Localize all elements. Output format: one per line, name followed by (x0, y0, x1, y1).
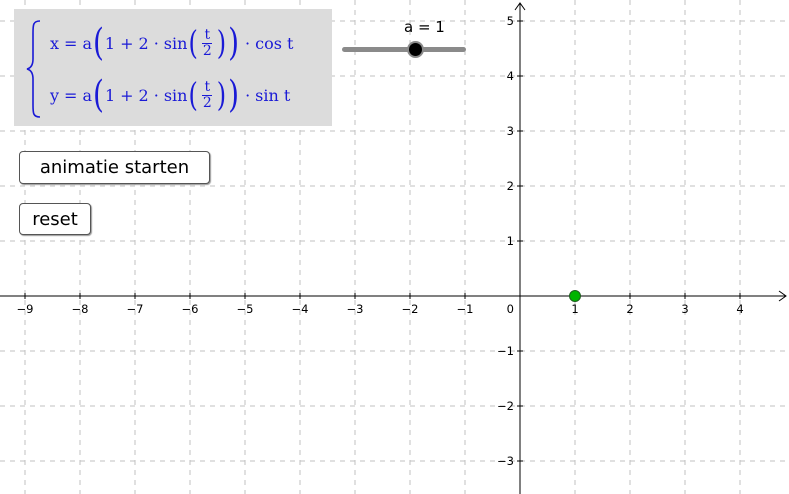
x-tick-label: −2 (402, 302, 419, 316)
y-variable: y (50, 85, 60, 105)
x-tick-label: 2 (626, 302, 633, 316)
y-tick-label: −1 (497, 344, 514, 358)
dot-operator: · (153, 85, 159, 105)
x-tick-label: −9 (17, 302, 34, 316)
reset-button[interactable]: reset (19, 203, 91, 235)
plus-sign: + (120, 85, 134, 105)
x-tick-label: −8 (72, 302, 89, 316)
plus-sign: + (120, 33, 134, 53)
points (569, 290, 581, 302)
left-brace-icon (26, 20, 41, 118)
coefficient-a: a (82, 85, 92, 105)
y-axis-arrow-icon (514, 2, 526, 11)
x-trig-term: cos t (255, 33, 294, 53)
x-tick-label: −1 (457, 302, 474, 316)
equals-sign: = (64, 33, 78, 53)
x-tick-label: −7 (127, 302, 144, 316)
y-tick-label: −3 (497, 454, 514, 468)
slider-a-label: a = 1 (404, 18, 445, 36)
x-tick-label: 4 (736, 302, 743, 316)
fraction-denominator: 2 (202, 42, 212, 59)
fraction-numerator: t (202, 78, 213, 96)
constant-one: 1 (104, 85, 116, 105)
fraction-t-over-2: t 2 (201, 28, 214, 58)
y-tick-label: −2 (497, 399, 514, 413)
x-variable: x (50, 33, 60, 53)
x-tick-label: 1 (571, 302, 578, 316)
origin-label: 0 (507, 302, 514, 316)
dot-operator: · (153, 33, 159, 53)
equals-sign: = (64, 85, 78, 105)
y-tick-label: 1 (507, 234, 514, 248)
start-animation-button[interactable]: animatie starten (19, 151, 210, 184)
left-paren: ( (188, 24, 198, 62)
right-paren: ) (216, 76, 227, 114)
left-paren: ( (188, 76, 198, 114)
sin-function: sin (163, 85, 188, 105)
tick-labels: −9 −8 −7 −6 −5 −4 −3 −2 −1 1 2 3 4 5 4 3 2 1 −1 −2 −3 0 (17, 14, 744, 468)
y-tick-label: 3 (507, 124, 514, 138)
slider-a-handle[interactable] (407, 41, 424, 58)
coefficient-a: a (82, 33, 92, 53)
x-tick-label: −3 (347, 302, 364, 316)
right-paren: ) (216, 24, 227, 62)
fraction-numerator: t (202, 26, 213, 44)
y-tick-label: 2 (507, 179, 514, 193)
fraction-t-over-2: t 2 (201, 80, 214, 110)
y-tick-label: 4 (507, 69, 514, 83)
x-tick-label: −5 (237, 302, 254, 316)
constant-one: 1 (104, 33, 116, 53)
dot-operator: · (245, 33, 251, 53)
fraction-denominator: 2 (202, 94, 212, 111)
constant-two: 2 (138, 85, 149, 105)
x-equation: x = a ( 1 + 2 · sin ( t 2 ) ) · cos t (50, 19, 293, 67)
dot-operator: · (245, 85, 251, 105)
sin-function: sin (163, 33, 188, 53)
x-tick-label: 3 (681, 302, 688, 316)
right-paren: ) (228, 72, 240, 117)
slider-a-track[interactable] (342, 47, 466, 52)
y-trig-term: sin t (255, 85, 291, 105)
y-tick-label: 5 (507, 14, 514, 28)
right-paren: ) (228, 20, 240, 65)
left-paren: ( (93, 72, 104, 117)
curve-point[interactable] (569, 290, 581, 302)
parametric-curve-formula[interactable]: x = a ( 1 + 2 · sin ( t 2 ) ) · cos t y … (14, 9, 332, 126)
y-equation: y = a ( 1 + 2 · sin ( t 2 ) ) · sin t (50, 71, 290, 119)
x-axis-arrow-icon (778, 290, 787, 302)
x-tick-label: −6 (182, 302, 199, 316)
left-paren: ( (92, 20, 104, 65)
constant-two: 2 (138, 33, 149, 53)
x-tick-label: −4 (292, 302, 309, 316)
